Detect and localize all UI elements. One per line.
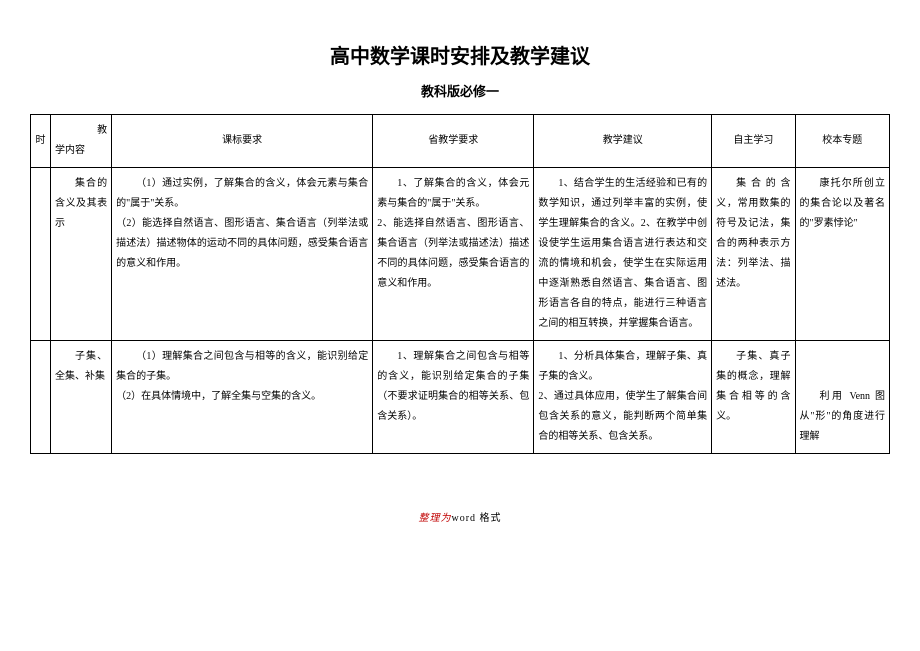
cell-topic-bottom: 利用 Venn 图从"形"的角度进行理解	[800, 387, 885, 447]
h-time: 时	[31, 115, 51, 168]
cell-topic: 利用 Venn 图从"形"的角度进行理解	[795, 341, 889, 454]
page-footer: 整理为word 格式	[30, 509, 890, 524]
schedule-table: 时 教 学内容 课标要求 省教学要求 教学建议 自主学习 校本专题 集合的含义及…	[30, 114, 890, 454]
cell-self: 子集、真子集的概念，理解集合相等的含义。	[712, 341, 795, 454]
table-row: 集合的含义及其表示 （1）通过实例，了解集合的含义，体会元素与集合的"属于"关系…	[31, 168, 890, 341]
footer-red: 整理为	[418, 513, 451, 524]
h-topic: 校本专题	[795, 115, 889, 168]
cell-req-text: （1）理解集合之间包含与相等的含义，能识别给定集合的子集。 （2）在具体情境中，…	[116, 347, 368, 407]
cell-req-text: （1）通过实例，了解集合的含义，体会元素与集合的"属于"关系。 （2）能选择自然…	[116, 174, 368, 274]
cell-topic: 康托尔所创立的集合论以及著名的"罗素悖论"	[795, 168, 889, 341]
cell-prov-text: 1、理解集合之间包含与相等的含义，能识别给定集合的子集（不要求证明集合的相等关系…	[377, 347, 529, 427]
cell-content-text: 子集、全集、补集	[55, 347, 107, 387]
h-advice: 教学建议	[534, 115, 712, 168]
cell-content: 集合的含义及其表示	[51, 168, 112, 341]
cell-prov-text: 1、了解集合的含义，体会元素与集合的"属于"关系。 2、能选择自然语言、图形语言…	[377, 174, 529, 294]
page-title: 高中数学课时安排及教学建议	[30, 40, 890, 69]
cell-advice: 1、分析具体集合，理解子集、真子集的含义。 2、通过具体应用，使学生了解集合间包…	[534, 341, 712, 454]
cell-advice-text: 1、分析具体集合，理解子集、真子集的含义。 2、通过具体应用，使学生了解集合间包…	[538, 347, 707, 447]
cell-advice: 1、结合学生的生活经验和已有的数学知识，通过列举丰富的实例，使学生理解集合的含义…	[534, 168, 712, 341]
h-content: 教 学内容	[51, 115, 112, 168]
cell-self-text: 集合的含义，常用数集的符号及记法，集合的两种表示方法：列举法、描述法。	[716, 174, 790, 294]
table-row: 子集、全集、补集 （1）理解集合之间包含与相等的含义，能识别给定集合的子集。 （…	[31, 341, 890, 454]
header-row: 时 教 学内容 课标要求 省教学要求 教学建议 自主学习 校本专题	[31, 115, 890, 168]
cell-content-text: 集合的含义及其表示	[55, 174, 107, 234]
h-content-bottom: 学内容	[55, 141, 107, 161]
h-content-top: 教	[55, 121, 107, 141]
cell-topic-text: 康托尔所创立的集合论以及著名的"罗素悖论"	[800, 174, 885, 234]
cell-req: （1）理解集合之间包含与相等的含义，能识别给定集合的子集。 （2）在具体情境中，…	[112, 341, 373, 454]
cell-advice-text: 1、结合学生的生活经验和已有的数学知识，通过列举丰富的实例，使学生理解集合的含义…	[538, 174, 707, 334]
h-req: 课标要求	[112, 115, 373, 168]
h-prov: 省教学要求	[373, 115, 534, 168]
cell-time	[31, 341, 51, 454]
cell-self-text: 子集、真子集的概念，理解集合相等的含义。	[716, 347, 790, 427]
footer-rest: word 格式	[451, 513, 501, 524]
cell-self: 集合的含义，常用数集的符号及记法，集合的两种表示方法：列举法、描述法。	[712, 168, 795, 341]
h-self: 自主学习	[712, 115, 795, 168]
cell-time	[31, 168, 51, 341]
cell-prov: 1、了解集合的含义，体会元素与集合的"属于"关系。 2、能选择自然语言、图形语言…	[373, 168, 534, 341]
page-subtitle: 教科版必修一	[30, 81, 890, 100]
cell-content: 子集、全集、补集	[51, 341, 112, 454]
cell-req: （1）通过实例，了解集合的含义，体会元素与集合的"属于"关系。 （2）能选择自然…	[112, 168, 373, 341]
cell-prov: 1、理解集合之间包含与相等的含义，能识别给定集合的子集（不要求证明集合的相等关系…	[373, 341, 534, 454]
